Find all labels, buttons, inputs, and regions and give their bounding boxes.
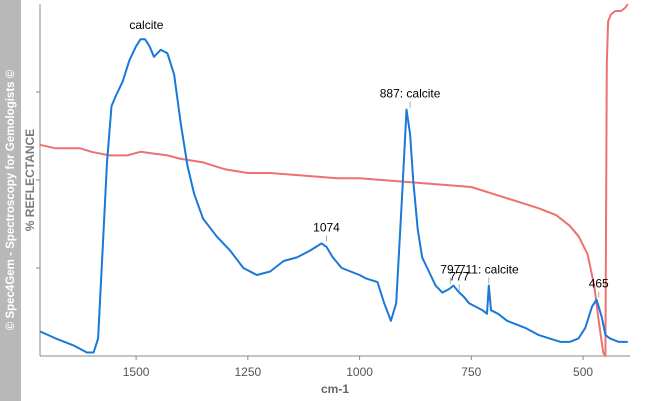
annotation-label: 711: calcite bbox=[459, 263, 519, 277]
x-tick-label: 500 bbox=[573, 365, 593, 379]
annotation-label: 1074 bbox=[313, 220, 340, 234]
annotation-label: 777 bbox=[449, 270, 469, 284]
annotation-label: 887: calcite bbox=[380, 87, 441, 101]
x-axis-label: cm-1 bbox=[321, 382, 349, 396]
series-group bbox=[39, 3, 629, 357]
annotation-label: 797 bbox=[440, 263, 460, 277]
annotation-label: calcite bbox=[129, 18, 163, 32]
x-tick-label: 1250 bbox=[234, 365, 261, 379]
red-series-line bbox=[39, 3, 629, 357]
annotation-label: 465 bbox=[589, 277, 609, 291]
x-tick-label: 1000 bbox=[346, 365, 373, 379]
watermark-bar: © Spec4Gem - Spectroscopy for Gemologist… bbox=[0, 0, 21, 401]
axes-group: 1500 1250 1000 750 500 bbox=[36, 4, 630, 379]
blue-series-line bbox=[39, 38, 628, 354]
x-tick-label: 750 bbox=[461, 365, 481, 379]
x-tick-label: 1500 bbox=[123, 365, 150, 379]
